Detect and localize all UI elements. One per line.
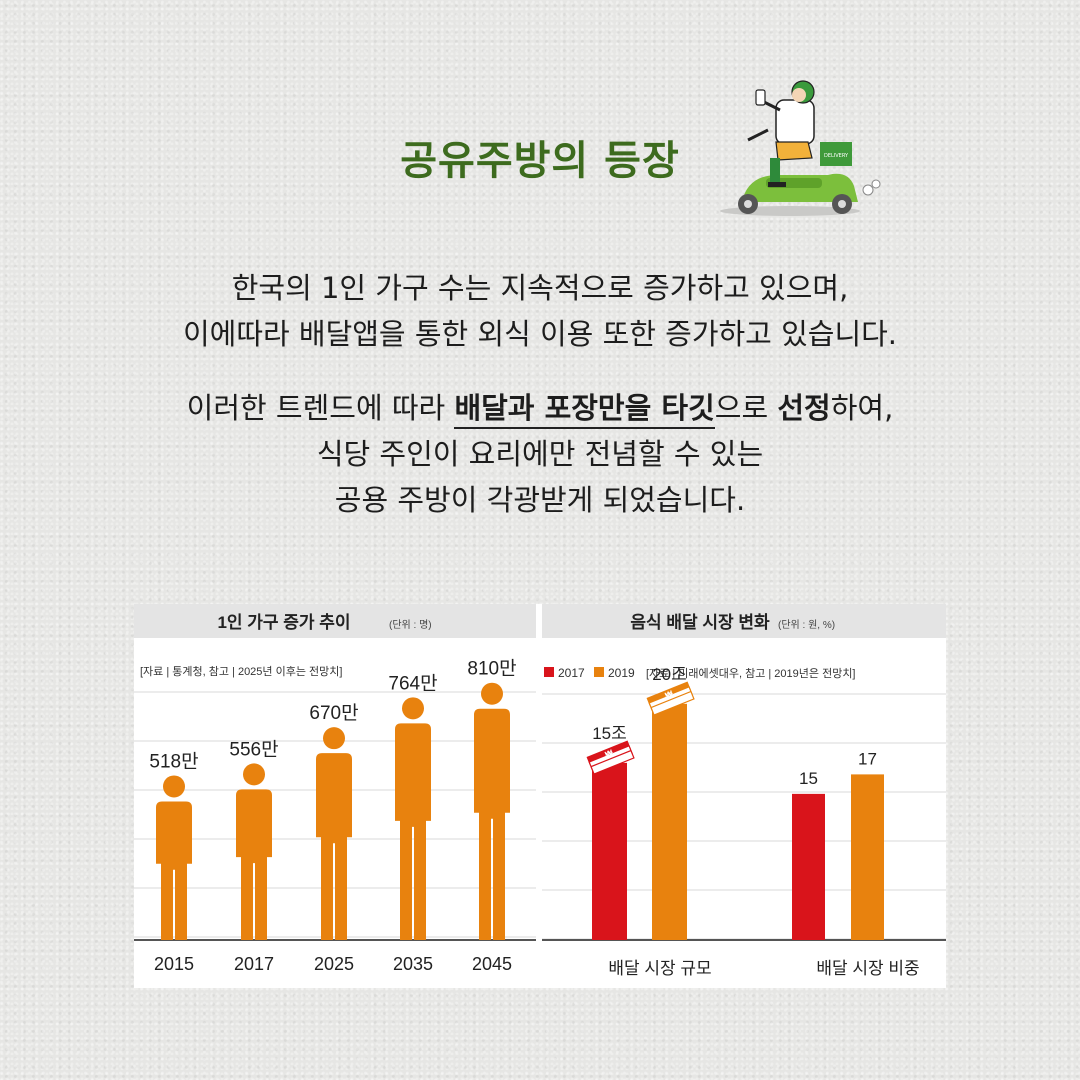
money-stack-icon: ₩: [586, 740, 635, 775]
chart2-title-bar: [542, 604, 946, 638]
person-bar: [156, 775, 192, 940]
chart1-value-label: 556만: [229, 738, 278, 760]
chart1-value-label: 518만: [149, 750, 198, 772]
intro-paragraph: 한국의 1인 가구 수는 지속적으로 증가하고 있으며, 이에따라 배달앱을 통…: [0, 265, 1080, 357]
chart2-bar-2017: [592, 762, 627, 940]
person-head: [402, 697, 424, 720]
chart2-title: 음식 배달 시장 변화: [630, 612, 770, 632]
delivery-box-text: DELIVERY: [824, 153, 849, 159]
trend-line-1-post: 하여,: [830, 391, 894, 425]
person-bar: [395, 697, 431, 940]
person-head: [243, 763, 265, 786]
charts-svg: 1인 가구 증가 추이 (단위 : 명) [자료 | 통계청, 참고 | 2025년…: [134, 604, 946, 988]
chart1-value-label: 670만: [309, 702, 358, 724]
money-stack-icon: ₩: [646, 681, 695, 716]
charts-panel: 1인 가구 증가 추이 (단위 : 명) [자료 | 통계청, 참고 | 2025년…: [134, 604, 946, 988]
delivery-scooter-icon: DELIVERY: [720, 80, 881, 216]
person-body: [236, 789, 272, 940]
trend-line-3: 공용 주방이 각광받게 되었습니다.: [334, 483, 746, 517]
person-head: [163, 775, 185, 798]
svg-text:₩: ₩: [604, 748, 615, 759]
person-body: [156, 801, 192, 940]
chart2-bar-2019: [851, 774, 884, 940]
person-head: [323, 727, 345, 750]
chart1-title: 1인 가구 증가 추이: [217, 613, 350, 632]
chart1-unit: (단위 : 명): [389, 618, 432, 631]
chart1-category-label: 2045: [472, 954, 512, 974]
chart2-category-label: 배달 시장 규모: [608, 959, 711, 978]
chart1-source: [자료 | 통계청, 참고 | 2025년 이후는 전망치]: [140, 665, 342, 678]
chart1-value-label: 810만: [467, 658, 516, 680]
chart2-bar-2019: [652, 703, 687, 940]
chart2-value-label: 15: [799, 769, 818, 788]
chart1-category-label: 2017: [234, 954, 274, 974]
chart2-bar-2017: [792, 793, 825, 940]
page-title: 공유주방의 등장: [400, 138, 680, 184]
person-bar: [316, 727, 352, 940]
chart2-value-label: 17: [858, 749, 877, 768]
chart1-category-label: 2025: [314, 954, 354, 974]
chart2-source: [자료 | 미래에셋대우, 참고 | 2019년은 전망치]: [646, 667, 856, 680]
chart2-value-label: 15조: [592, 724, 627, 743]
trend-line-1-mid: 으로: [714, 391, 778, 425]
chart2-unit: (단위 : 원, %): [778, 618, 835, 631]
legend-label-2017: 2017: [558, 666, 585, 680]
chart2-category-label: 배달 시장 비중: [816, 959, 919, 978]
legend-label-2019: 2019: [608, 666, 635, 680]
trend-line-2: 식당 주인이 요리에만 전념할 수 있는: [316, 437, 764, 471]
trend-line-1: 이러한 트렌드에 따라 배달과 포장만을 타깃으로 선정하여,: [0, 385, 1080, 431]
svg-text:₩: ₩: [664, 689, 675, 700]
trend-line-1-pre: 이러한 트렌드에 따라: [186, 391, 455, 425]
highlight-select: 선정: [777, 391, 831, 425]
person-head: [481, 682, 503, 705]
person-body: [316, 753, 352, 940]
chart1-category-label: 2035: [393, 954, 433, 974]
person-bar: [474, 682, 510, 940]
person-body: [474, 708, 510, 940]
intro-line-2: 이에따라 배달앱을 통한 외식 이용 또한 증가하고 있습니다.: [182, 317, 898, 351]
chart2-value-label: 20조: [652, 665, 687, 684]
person-bar: [236, 763, 272, 940]
chart-divider: [536, 604, 542, 988]
person-body: [395, 723, 431, 940]
trend-paragraph: 이러한 트렌드에 따라 배달과 포장만을 타깃으로 선정하여, 식당 주인이 요…: [0, 385, 1080, 523]
legend-swatch-2017: [544, 667, 554, 677]
chart1-category-label: 2015: [154, 954, 194, 974]
chart1-title-bar: [134, 604, 536, 638]
legend-swatch-2019: [594, 667, 604, 677]
chart1-value-label: 764만: [388, 672, 437, 694]
intro-line-1: 한국의 1인 가구 수는 지속적으로 증가하고 있으며,: [231, 271, 849, 305]
highlight-target: 배달과 포장만을 타깃: [454, 391, 715, 429]
